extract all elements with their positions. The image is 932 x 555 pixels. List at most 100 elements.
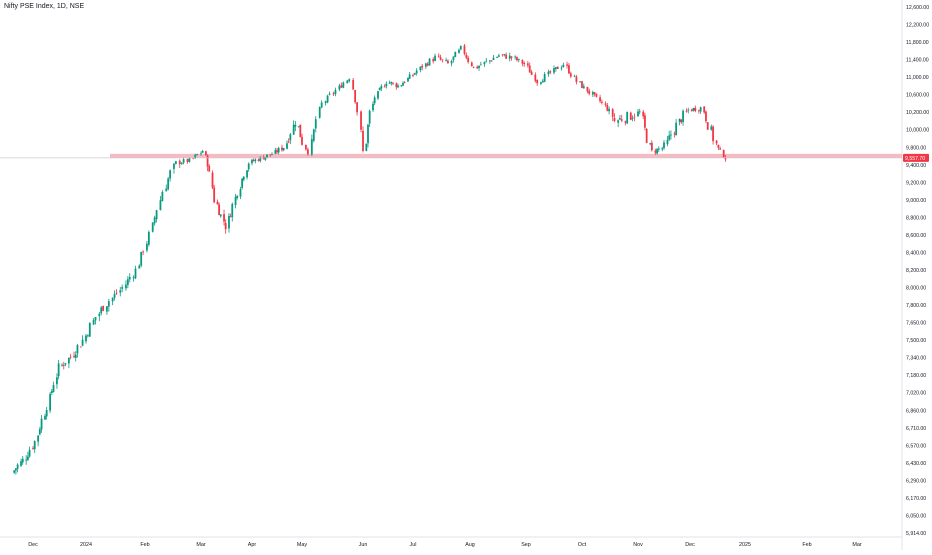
candle (281, 144, 283, 152)
candle-body (388, 82, 391, 84)
candle-body (617, 120, 620, 123)
candle (119, 286, 122, 297)
candle-body (211, 172, 214, 188)
candle-body (383, 86, 386, 88)
candle (496, 56, 498, 59)
candle (432, 57, 435, 64)
candle-body (113, 294, 116, 298)
support-zone (110, 153, 902, 158)
candle (113, 290, 116, 301)
candle (424, 62, 427, 69)
candle (505, 52, 508, 60)
candle-body (650, 142, 653, 151)
candle-body (228, 215, 230, 229)
candle-body (719, 148, 722, 150)
candle (88, 322, 91, 337)
candle (68, 357, 70, 369)
candle-body (106, 306, 108, 312)
candle-body (305, 144, 307, 150)
candle-body (412, 75, 414, 76)
candle (85, 334, 87, 344)
candle-body (236, 195, 239, 199)
candle-body (76, 345, 79, 354)
candle (252, 158, 255, 162)
candle-body (252, 160, 255, 162)
candle-body (223, 214, 225, 222)
candle-body (292, 124, 295, 135)
candle (593, 92, 596, 97)
candle-body (146, 243, 148, 251)
price-tick-label: 9,400.00 (906, 163, 926, 169)
price-tick-label: 7,500.00 (906, 338, 926, 344)
candle (697, 109, 700, 114)
candle (645, 128, 648, 144)
candle (64, 363, 67, 367)
candle-body (174, 161, 177, 164)
price-tick-label: 12,200.00 (906, 23, 929, 29)
candle (638, 108, 641, 115)
candle-body (424, 63, 427, 67)
candle-body (633, 116, 636, 118)
candle-body (498, 55, 500, 57)
candle (161, 190, 164, 202)
candle-body (459, 45, 462, 50)
candle-body (173, 163, 175, 169)
candle (196, 153, 199, 156)
candle (526, 60, 529, 68)
candle (201, 149, 204, 153)
price-axis[interactable]: 12,600.00 12,200.00 11,800.00 11,400.00 11,0… (906, 5, 929, 537)
candle-body (505, 54, 508, 59)
candle-body (510, 56, 513, 58)
candle (657, 146, 660, 152)
time-tick-label: Sep (521, 542, 531, 548)
candle-body (380, 86, 383, 89)
candle-body (297, 126, 300, 128)
candle-body (588, 90, 591, 94)
candle-body (483, 61, 486, 65)
candle-body (600, 101, 603, 103)
candle-body (276, 150, 278, 153)
price-tick-label: 6,050.00 (906, 513, 926, 519)
candle-body (81, 339, 84, 346)
candle (608, 106, 610, 115)
candle (40, 415, 43, 433)
candle-body (44, 416, 46, 420)
candle-body (402, 82, 404, 86)
candle (588, 88, 591, 96)
candle (402, 81, 404, 86)
candle-body (470, 62, 473, 66)
candle (528, 62, 531, 73)
candle (111, 297, 114, 306)
candle-body (57, 363, 60, 377)
candle-body (705, 111, 707, 122)
candle (153, 215, 156, 226)
candle-body (543, 74, 546, 82)
candle-body (488, 60, 491, 62)
candle-body (675, 122, 678, 136)
candle-body (447, 60, 449, 64)
candle (568, 63, 570, 75)
candle-body (264, 156, 267, 160)
candle-body (231, 203, 234, 218)
candle-body (257, 159, 260, 162)
candle (52, 381, 55, 393)
candle (50, 389, 53, 396)
candle-body (45, 409, 48, 417)
price-tick-label: 10,600.00 (906, 93, 929, 99)
candle-body (165, 188, 168, 192)
candle-body (224, 223, 227, 230)
candle-body (320, 102, 323, 108)
time-tick-label: Apr (248, 542, 257, 548)
time-tick-label: Aug (465, 542, 475, 548)
candle-body (620, 119, 623, 121)
candle-body (554, 67, 557, 70)
candle-body (324, 101, 327, 103)
candle (32, 446, 34, 450)
candle (631, 115, 634, 122)
candle (415, 68, 418, 76)
candle (710, 124, 713, 131)
time-axis[interactable]: Dec 2024 Feb Mar Apr May Jun Jul Aug Sep Oct Nov Dec… (28, 542, 862, 548)
candle (573, 74, 576, 77)
